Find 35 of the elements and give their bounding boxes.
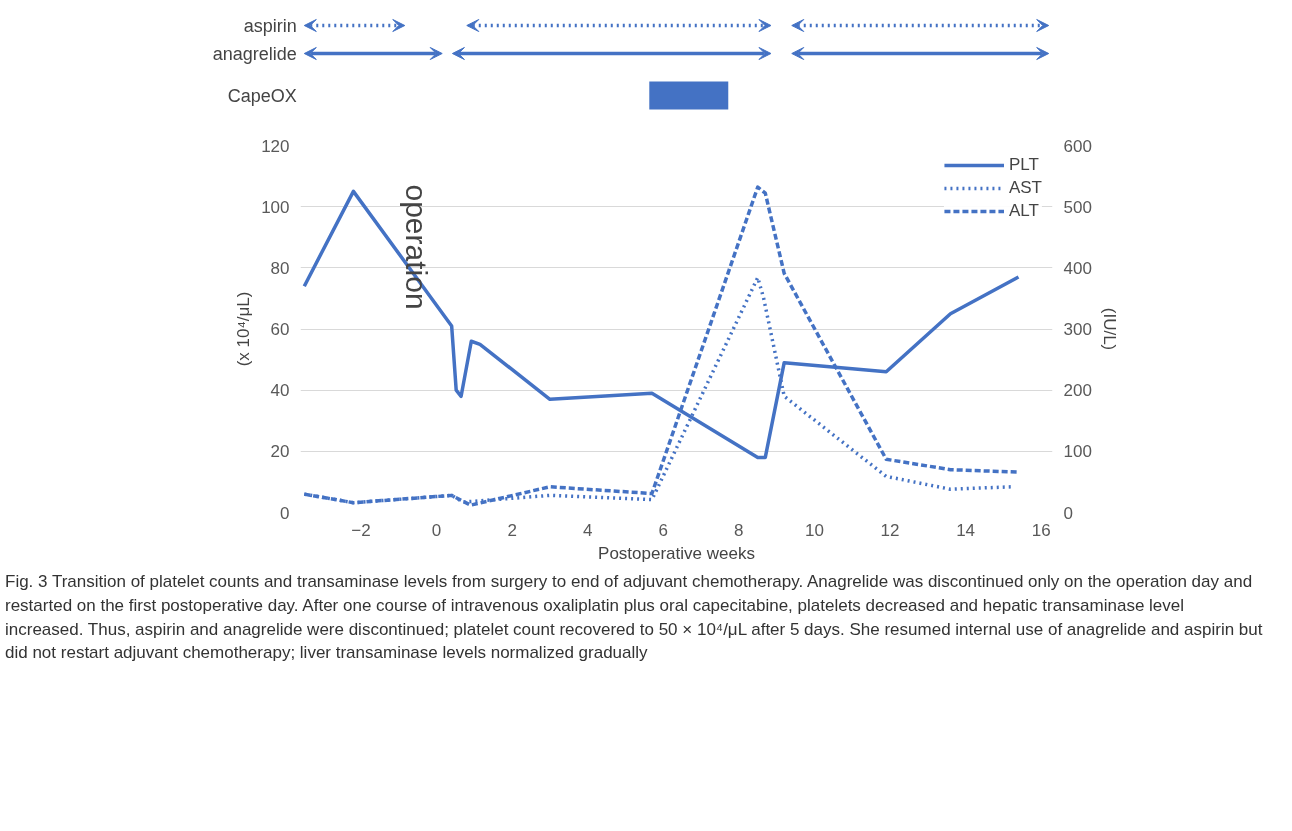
text: CapeOX <box>227 85 297 106</box>
legend-label: AST <box>1008 178 1042 198</box>
x-tick-label: 2 <box>507 520 517 540</box>
text: aspirin <box>243 15 297 36</box>
caption: Fig. 3 Transition of platelet counts and transaminase levels from surgery to end of adjuvant chemotherapy. Anagrelide was discontinued only on the operation day and restarted on the first postoperative day. After one course of intravenous oxaliplatin plus oral capecitabine, platelets decreased and hepatic transaminase level increased. Thus, aspirin and anagrelide were discontinued; platelet count recovered to 50 × 10⁴/μL after 5 days. She resumed internal use of anagrelide and aspirin but did not restart adjuvant chemotherapy; liver transaminase levels normalized gradually <box>5 571 1264 665</box>
y-tick-label: 80 <box>270 258 290 278</box>
y-tick-label: 100 <box>261 197 290 217</box>
annotation: operation <box>399 184 433 310</box>
x-tick-label: 0 <box>431 520 442 540</box>
y2-tick-label: 400 <box>1063 258 1092 278</box>
x-tick-label: 4 <box>582 520 593 540</box>
text: anagrelide <box>212 43 297 64</box>
legend-label: ALT <box>1008 201 1039 221</box>
y2-tick-label: 200 <box>1063 381 1092 401</box>
y-tick-label: 120 <box>261 136 290 156</box>
y2-tick-label: 500 <box>1063 197 1092 217</box>
y-tick-label: 20 <box>270 442 290 462</box>
x-tick-label: 6 <box>658 520 669 540</box>
y2-tick-label: 300 <box>1063 320 1092 339</box>
y-tick-label: 0 <box>280 503 290 523</box>
legend-label: PLT <box>1008 155 1039 175</box>
y-tick-label: 60 <box>270 320 290 339</box>
y2-tick-label: 100 <box>1063 442 1092 462</box>
x-tick-label: −2 <box>351 520 371 540</box>
y2-tick-label: 600 <box>1063 136 1092 156</box>
x-tick-label: 10 <box>804 520 824 540</box>
y-tick-label: 40 <box>270 381 290 401</box>
y2-axis-title: (IU/L) <box>1099 307 1119 351</box>
x-tick-label: 8 <box>734 520 744 540</box>
x-tick-label: 12 <box>880 520 900 540</box>
x-tick-label: 16 <box>1031 520 1051 540</box>
y2-tick-label: 0 <box>1063 503 1073 523</box>
x-axis-title: Postoperative weeks <box>598 543 755 563</box>
y-axis-title: (x 10⁴/μL) <box>234 291 254 367</box>
x-tick-label: 14 <box>956 520 976 540</box>
